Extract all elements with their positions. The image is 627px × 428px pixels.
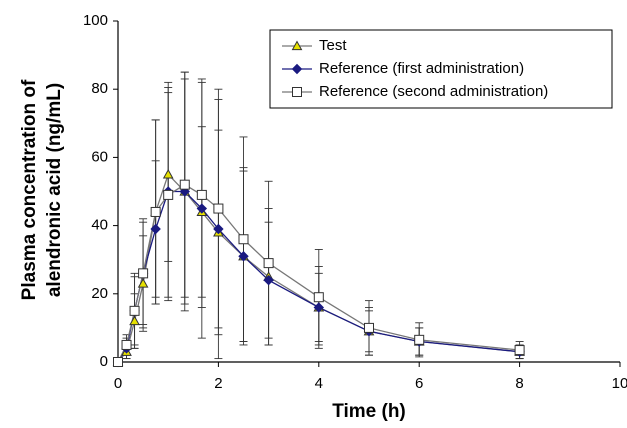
marker xyxy=(514,345,525,356)
y-axis-title: Plasma concentration of xyxy=(19,79,40,300)
marker xyxy=(238,234,249,245)
marker xyxy=(138,268,149,279)
y-axis-title: alendronic acid (ng/mL) xyxy=(44,83,65,297)
marker xyxy=(238,251,249,262)
marker xyxy=(163,189,174,200)
y-tick-label: 20 xyxy=(91,285,108,302)
marker xyxy=(121,339,132,350)
x-tick-label: 4 xyxy=(315,375,323,392)
marker xyxy=(263,274,274,286)
marker xyxy=(129,315,140,326)
marker xyxy=(196,203,208,214)
marker xyxy=(113,357,123,367)
legend-box xyxy=(269,29,613,109)
legend-marker xyxy=(291,63,303,75)
y-tick-label: 0 xyxy=(100,353,108,370)
y-tick-label: 100 xyxy=(83,12,108,29)
marker xyxy=(414,334,425,345)
y-tick-label: 40 xyxy=(91,217,108,234)
x-tick-label: 0 xyxy=(114,375,122,392)
x-axis-title: Time (h) xyxy=(332,401,406,422)
marker xyxy=(150,206,161,217)
y-tick-label: 60 xyxy=(91,148,108,165)
marker xyxy=(179,179,190,190)
marker xyxy=(313,292,324,303)
marker xyxy=(263,258,274,269)
marker xyxy=(213,223,224,235)
marker xyxy=(162,168,174,179)
marker xyxy=(213,203,224,214)
legend-marker xyxy=(291,40,303,51)
x-tick-label: 6 xyxy=(415,375,423,392)
marker xyxy=(364,322,374,333)
x-tick-label: 10 xyxy=(612,375,627,392)
x-tick-label: 2 xyxy=(214,375,222,392)
marker xyxy=(137,278,149,288)
legend-label: Test xyxy=(319,37,347,54)
x-tick-label: 8 xyxy=(515,375,523,392)
marker xyxy=(196,189,207,200)
legend-label: Reference (second administration) xyxy=(319,83,548,100)
marker xyxy=(150,223,161,235)
plot-area xyxy=(112,71,525,368)
legend-label: Reference (first administration) xyxy=(319,60,524,77)
marker xyxy=(129,305,140,316)
marker xyxy=(313,302,325,313)
y-tick-label: 80 xyxy=(91,80,108,97)
legend-marker xyxy=(292,87,302,97)
